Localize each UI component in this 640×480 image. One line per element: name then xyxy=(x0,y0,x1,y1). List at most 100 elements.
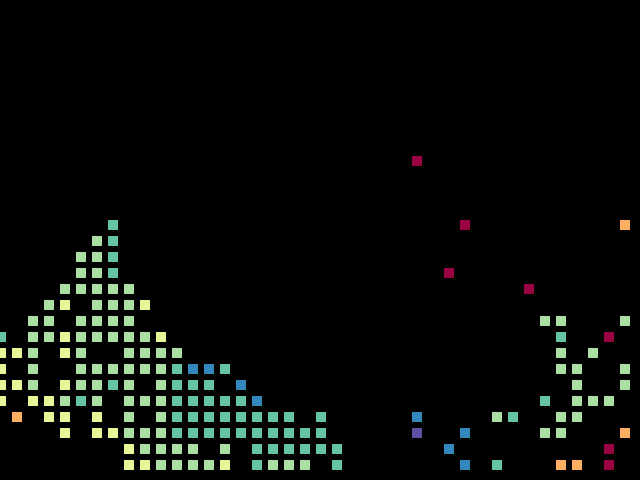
pixel-cell xyxy=(316,428,326,438)
pixel-cell xyxy=(44,332,54,342)
pixel-cell xyxy=(220,412,230,422)
pixel-cell xyxy=(92,332,102,342)
pixel-cell xyxy=(588,348,598,358)
pixel-cell xyxy=(156,364,166,374)
pixel-cell xyxy=(460,428,470,438)
pixel-cell xyxy=(172,396,182,406)
pixel-cell xyxy=(620,364,630,374)
pixel-cell xyxy=(156,396,166,406)
pixel-cell xyxy=(220,428,230,438)
pixel-cell xyxy=(460,460,470,470)
pixel-cell xyxy=(412,156,422,166)
pixel-cell xyxy=(124,364,134,374)
pixel-cell xyxy=(492,460,502,470)
pixel-cell xyxy=(524,284,534,294)
pixel-cell xyxy=(220,396,230,406)
pixel-cell xyxy=(108,300,118,310)
pixel-cell xyxy=(236,380,246,390)
pixel-cell xyxy=(60,412,70,422)
pixel-cell xyxy=(124,332,134,342)
pixel-cell xyxy=(252,412,262,422)
pixel-cell xyxy=(108,316,118,326)
pixel-cell xyxy=(332,444,342,454)
pixel-cell xyxy=(268,428,278,438)
pixel-cell xyxy=(60,332,70,342)
pixel-cell xyxy=(236,428,246,438)
pixel-cell xyxy=(76,268,86,278)
pixel-cell xyxy=(556,412,566,422)
pixel-cell xyxy=(188,396,198,406)
pixel-cell xyxy=(28,316,38,326)
pixel-cell xyxy=(140,460,150,470)
pixel-cell xyxy=(460,220,470,230)
pixel-cell xyxy=(188,412,198,422)
pixel-cell xyxy=(124,444,134,454)
pixel-cell xyxy=(284,444,294,454)
pixel-cell xyxy=(172,460,182,470)
pixel-cell xyxy=(188,380,198,390)
pixel-cell xyxy=(140,428,150,438)
pixel-cell xyxy=(92,236,102,246)
pixel-cell xyxy=(556,428,566,438)
pixel-cell xyxy=(76,364,86,374)
pixel-cell xyxy=(28,364,38,374)
pixel-cell xyxy=(44,300,54,310)
pixel-cell xyxy=(508,412,518,422)
pixel-cell xyxy=(188,460,198,470)
pixel-cell xyxy=(444,268,454,278)
pixel-cell xyxy=(172,364,182,374)
pixel-cell xyxy=(76,252,86,262)
pixel-cell xyxy=(556,364,566,374)
pixel-cell xyxy=(92,284,102,294)
pixel-cell xyxy=(572,412,582,422)
pixel-cell xyxy=(444,444,454,454)
pixel-cell xyxy=(12,380,22,390)
pixel-cell xyxy=(172,412,182,422)
pixel-cell xyxy=(236,396,246,406)
pixel-cell xyxy=(60,428,70,438)
pixel-cell xyxy=(220,364,230,374)
pixel-cell xyxy=(108,364,118,374)
pixel-cell xyxy=(332,460,342,470)
pixel-cell xyxy=(492,412,502,422)
pixel-cell xyxy=(236,412,246,422)
pixel-cell xyxy=(92,364,102,374)
pixel-cell xyxy=(0,396,6,406)
pixel-cell xyxy=(604,396,614,406)
pixel-cell xyxy=(156,380,166,390)
pixel-cell xyxy=(172,348,182,358)
pixel-cell xyxy=(572,364,582,374)
pixel-cell xyxy=(124,460,134,470)
pixel-cell xyxy=(572,460,582,470)
pixel-cell xyxy=(156,428,166,438)
pixel-cell xyxy=(316,412,326,422)
pixel-cell xyxy=(220,460,230,470)
pixel-cell xyxy=(604,460,614,470)
pixel-cell xyxy=(204,460,214,470)
pixel-cell xyxy=(188,428,198,438)
pixel-cell xyxy=(140,300,150,310)
pixel-cell xyxy=(540,396,550,406)
pixel-cell xyxy=(76,332,86,342)
pixel-cell xyxy=(124,284,134,294)
pixel-cell xyxy=(92,252,102,262)
pixel-cell xyxy=(140,396,150,406)
pixel-cell xyxy=(252,444,262,454)
pixel-cell xyxy=(156,412,166,422)
pixel-cell xyxy=(124,348,134,358)
pixel-cell xyxy=(204,412,214,422)
pixel-cell xyxy=(252,460,262,470)
pixel-cell xyxy=(76,396,86,406)
pixel-cell xyxy=(156,444,166,454)
pixel-cell xyxy=(284,460,294,470)
pixel-cell xyxy=(556,316,566,326)
pixel-cell xyxy=(572,380,582,390)
pixel-cell xyxy=(0,364,6,374)
pixel-cell xyxy=(108,332,118,342)
pixel-cell xyxy=(572,396,582,406)
pixel-cell xyxy=(620,380,630,390)
pixel-cell xyxy=(188,444,198,454)
